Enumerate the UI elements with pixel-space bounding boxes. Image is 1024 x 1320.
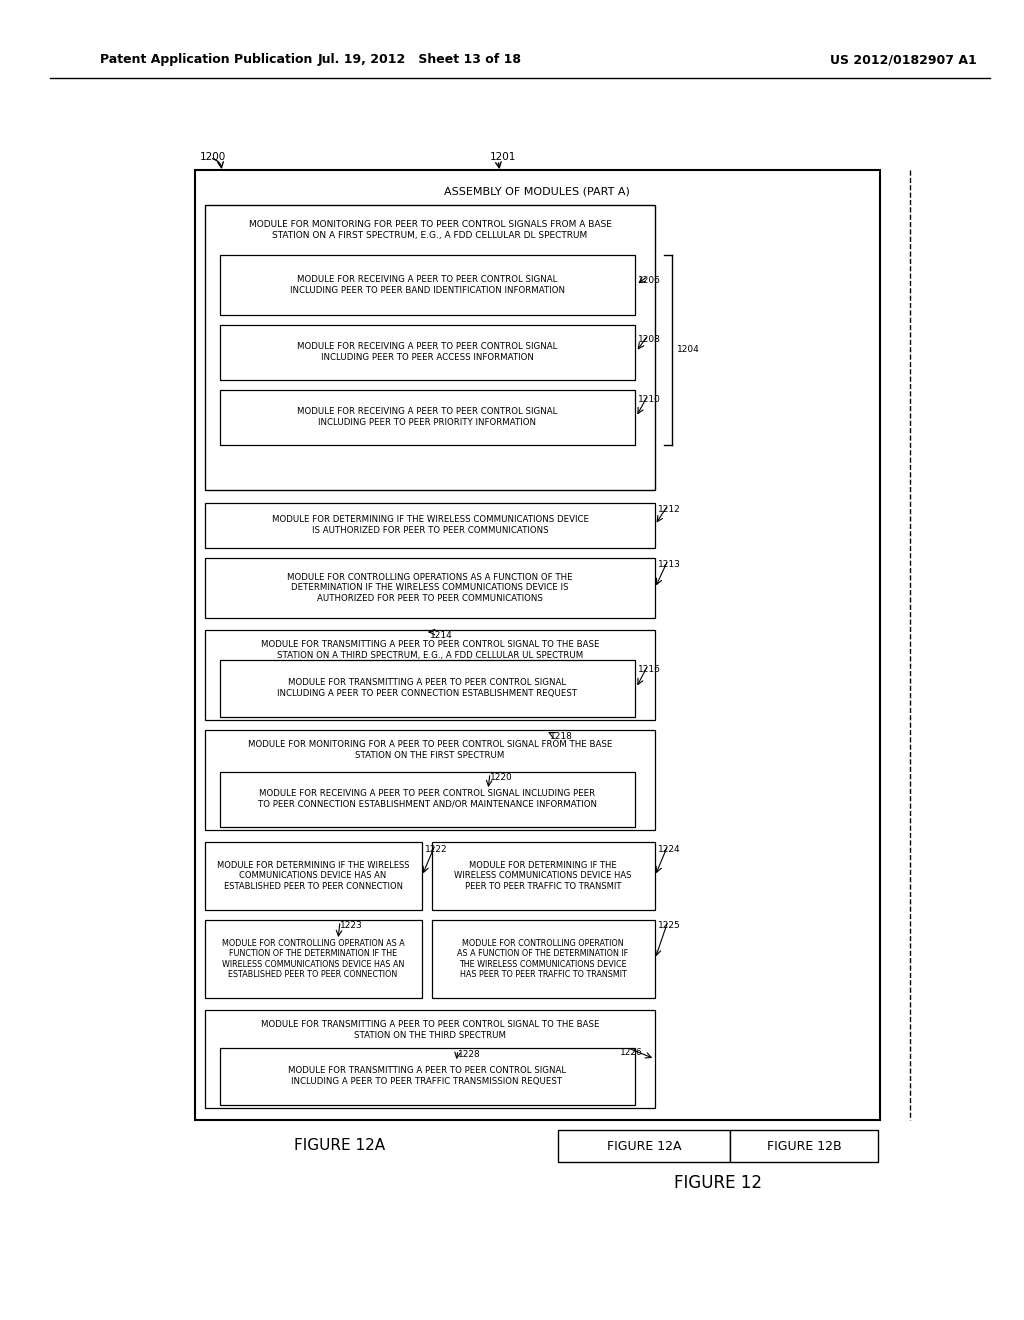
Text: MODULE FOR RECEIVING A PEER TO PEER CONTROL SIGNAL
INCLUDING PEER TO PEER PRIORI: MODULE FOR RECEIVING A PEER TO PEER CONT… [297,408,557,426]
Text: 1223: 1223 [340,921,362,931]
Bar [205,842,422,909]
Text: 1210: 1210 [638,395,660,404]
Text: 1220: 1220 [490,774,513,781]
Bar [205,920,422,998]
Bar [205,1010,655,1107]
Text: MODULE FOR DETERMINING IF THE WIRELESS
COMMUNICATIONS DEVICE HAS AN
ESTABLISHED : MODULE FOR DETERMINING IF THE WIRELESS C… [217,861,410,891]
Text: MODULE FOR DETERMINING IF THE
WIRELESS COMMUNICATIONS DEVICE HAS
PEER TO PEER TR: MODULE FOR DETERMINING IF THE WIRELESS C… [455,861,632,891]
Bar [195,170,880,1119]
Text: 1200: 1200 [200,152,226,162]
Text: 1216: 1216 [638,665,660,675]
Text: MODULE FOR TRANSMITTING A PEER TO PEER CONTROL SIGNAL
INCLUDING A PEER TO PEER T: MODULE FOR TRANSMITTING A PEER TO PEER C… [288,1067,566,1085]
Text: 1214: 1214 [430,631,453,640]
Text: US 2012/0182907 A1: US 2012/0182907 A1 [830,54,977,66]
Text: MODULE FOR CONTROLLING OPERATIONS AS A FUNCTION OF THE
DETERMINATION IF THE WIRE: MODULE FOR CONTROLLING OPERATIONS AS A F… [287,573,572,603]
Bar [220,660,635,717]
Text: 1213: 1213 [658,560,681,569]
Text: Jul. 19, 2012   Sheet 13 of 18: Jul. 19, 2012 Sheet 13 of 18 [318,54,522,66]
Text: FIGURE 12B: FIGURE 12B [767,1139,842,1152]
Text: 1218: 1218 [550,733,572,741]
Bar [558,1130,730,1162]
Text: 1204: 1204 [677,346,699,355]
Text: FIGURE 12A: FIGURE 12A [295,1138,386,1152]
Bar [205,205,655,490]
Text: 1225: 1225 [658,921,681,931]
Text: FIGURE 12A: FIGURE 12A [607,1139,681,1152]
Text: 1212: 1212 [658,506,681,513]
Text: MODULE FOR RECEIVING A PEER TO PEER CONTROL SIGNAL INCLUDING PEER
TO PEER CONNEC: MODULE FOR RECEIVING A PEER TO PEER CONT… [257,789,597,809]
Bar [220,772,635,828]
Bar [432,842,655,909]
Text: MODULE FOR MONITORING FOR PEER TO PEER CONTROL SIGNALS FROM A BASE
STATION ON A : MODULE FOR MONITORING FOR PEER TO PEER C… [249,220,611,240]
Bar [220,1048,635,1105]
Text: MODULE FOR RECEIVING A PEER TO PEER CONTROL SIGNAL
INCLUDING PEER TO PEER BAND I: MODULE FOR RECEIVING A PEER TO PEER CONT… [290,276,564,294]
Text: Patent Application Publication: Patent Application Publication [100,54,312,66]
Bar [432,920,655,998]
Text: MODULE FOR DETERMINING IF THE WIRELESS COMMUNICATIONS DEVICE
IS AUTHORIZED FOR P: MODULE FOR DETERMINING IF THE WIRELESS C… [271,515,589,535]
Bar [730,1130,878,1162]
Text: MODULE FOR CONTROLLING OPERATION AS A
FUNCTION OF THE DETERMINATION IF THE
WIREL: MODULE FOR CONTROLLING OPERATION AS A FU… [221,939,404,979]
Bar [205,503,655,548]
Text: 1228: 1228 [458,1049,480,1059]
Bar [205,730,655,830]
Text: MODULE FOR CONTROLLING OPERATION
AS A FUNCTION OF THE DETERMINATION IF
THE WIREL: MODULE FOR CONTROLLING OPERATION AS A FU… [458,939,629,979]
Text: 1206: 1206 [638,276,660,285]
Text: 1222: 1222 [425,845,447,854]
Bar [220,255,635,315]
Text: FIGURE 12: FIGURE 12 [674,1173,762,1192]
Text: ASSEMBLY OF MODULES (PART A): ASSEMBLY OF MODULES (PART A) [444,187,630,197]
Text: 1201: 1201 [490,152,516,162]
Text: MODULE FOR RECEIVING A PEER TO PEER CONTROL SIGNAL
INCLUDING PEER TO PEER ACCESS: MODULE FOR RECEIVING A PEER TO PEER CONT… [297,342,557,362]
Text: 1208: 1208 [638,335,660,345]
Text: 1226: 1226 [620,1048,643,1057]
Bar [220,389,635,445]
Bar [205,558,655,618]
Text: 1224: 1224 [658,845,681,854]
Text: MODULE FOR MONITORING FOR A PEER TO PEER CONTROL SIGNAL FROM THE BASE
STATION ON: MODULE FOR MONITORING FOR A PEER TO PEER… [248,741,612,760]
Text: MODULE FOR TRANSMITTING A PEER TO PEER CONTROL SIGNAL TO THE BASE
STATION ON A T: MODULE FOR TRANSMITTING A PEER TO PEER C… [261,640,599,660]
Text: MODULE FOR TRANSMITTING A PEER TO PEER CONTROL SIGNAL
INCLUDING A PEER TO PEER C: MODULE FOR TRANSMITTING A PEER TO PEER C… [276,678,578,698]
Bar [205,630,655,719]
Text: MODULE FOR TRANSMITTING A PEER TO PEER CONTROL SIGNAL TO THE BASE
STATION ON THE: MODULE FOR TRANSMITTING A PEER TO PEER C… [261,1020,599,1040]
Bar [220,325,635,380]
